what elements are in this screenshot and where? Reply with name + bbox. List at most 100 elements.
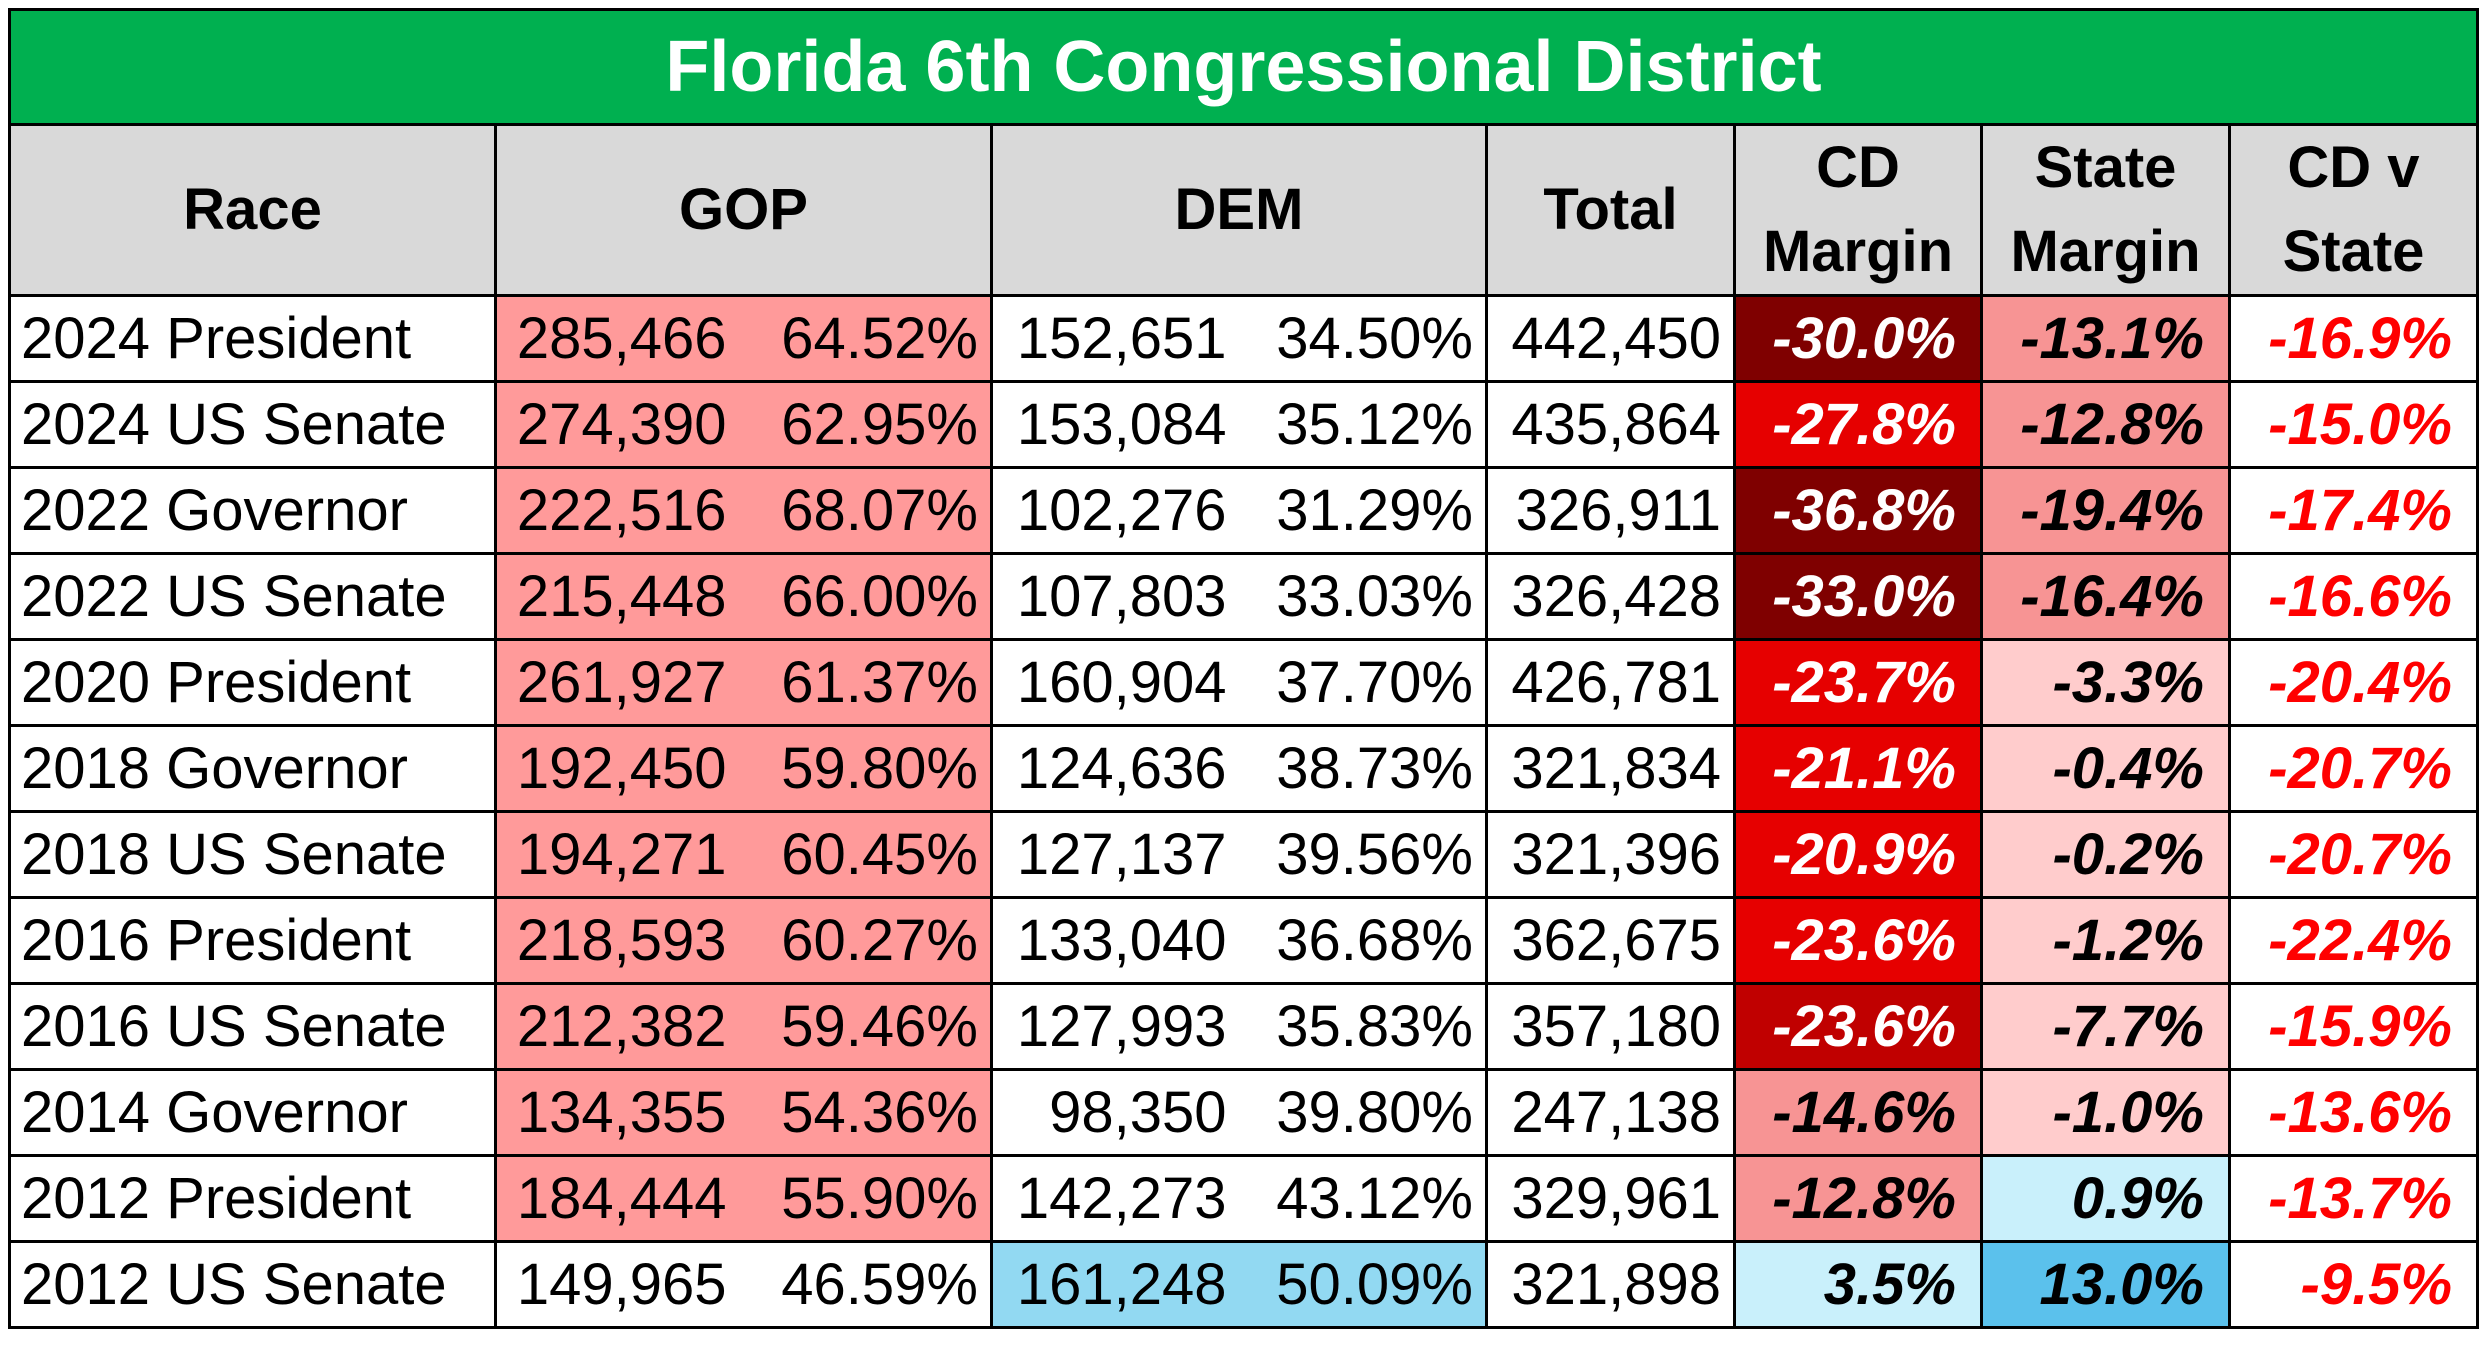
cd-v-state-cell: -20.4% — [2227, 638, 2480, 728]
header-race: Race — [8, 122, 497, 298]
cd-margin-cell: -23.6% — [1733, 896, 1983, 986]
total-cell: 321,396 — [1485, 810, 1736, 900]
total-cell: 326,911 — [1485, 466, 1736, 556]
state-margin-cell: -19.4% — [1980, 466, 2231, 556]
gop-pct-cell: 54.36% — [738, 1068, 993, 1158]
cd-margin-cell: -30.0% — [1733, 294, 1983, 384]
gop-pct-cell: 60.27% — [738, 896, 993, 986]
race-cell: 2014 Governor — [8, 1068, 497, 1158]
gop-votes-cell: 184,444 — [494, 1154, 739, 1244]
table-row: 2014 Governor 134,355 54.36% 98,350 39.80% 24… — [8, 1068, 2480, 1158]
dem-votes-cell: 102,276 — [990, 466, 1239, 556]
table-row: 2018 Governor 192,450 59.80% 124,636 38.73% 3… — [8, 724, 2480, 814]
dem-pct-cell: 33.03% — [1238, 552, 1488, 642]
state-margin-cell: -0.4% — [1980, 724, 2231, 814]
gop-pct-cell: 59.80% — [738, 724, 993, 814]
table-row: 2024 US Senate 274,390 62.95% 153,084 35.12%… — [8, 380, 2480, 470]
race-cell: 2016 US Senate — [8, 982, 497, 1072]
total-cell: 362,675 — [1485, 896, 1736, 986]
cd-margin-cell: -36.8% — [1733, 466, 1983, 556]
cd-v-state-cell: -13.7% — [2227, 1154, 2480, 1244]
header-state-margin-line2: Margin — [2010, 219, 2201, 285]
gop-votes-cell: 261,927 — [494, 638, 739, 728]
table-row: 2018 US Senate 194,271 60.45% 127,137 39.56%… — [8, 810, 2480, 900]
table-row: 2020 President 261,927 61.37% 160,904 37.70%… — [8, 638, 2480, 728]
gop-votes-cell: 285,466 — [494, 294, 739, 384]
gop-votes-cell: 149,965 — [494, 1240, 739, 1330]
dem-votes-cell: 124,636 — [990, 724, 1239, 814]
cd-v-state-cell: -20.7% — [2227, 810, 2480, 900]
dem-pct-cell: 38.73% — [1238, 724, 1488, 814]
state-margin-cell: -12.8% — [1980, 380, 2231, 470]
cd-v-state-cell: -15.0% — [2227, 380, 2480, 470]
cd-margin-cell: -23.7% — [1733, 638, 1983, 728]
table-row: 2016 President 218,593 60.27% 133,040 36.68%… — [8, 896, 2480, 986]
dem-pct-cell: 39.56% — [1238, 810, 1488, 900]
state-margin-cell: 0.9% — [1980, 1154, 2231, 1244]
dem-pct-cell: 35.83% — [1238, 982, 1488, 1072]
total-cell: 326,428 — [1485, 552, 1736, 642]
dem-votes-cell: 153,084 — [990, 380, 1239, 470]
total-cell: 247,138 — [1485, 1068, 1736, 1158]
header-total: Total — [1485, 122, 1736, 298]
race-cell: 2024 President — [8, 294, 497, 384]
dem-pct-cell: 31.29% — [1238, 466, 1488, 556]
header-cd-margin: CD Margin — [1733, 122, 1983, 298]
dem-pct-cell: 35.12% — [1238, 380, 1488, 470]
cd-margin-cell: -23.6% — [1733, 982, 1983, 1072]
cd-v-state-cell: -9.5% — [2227, 1240, 2480, 1330]
total-cell: 357,180 — [1485, 982, 1736, 1072]
cd-v-state-cell: -20.7% — [2227, 724, 2480, 814]
cd-margin-cell: -21.1% — [1733, 724, 1983, 814]
table-row: 2016 US Senate 212,382 59.46% 127,993 35.83%… — [8, 982, 2480, 1072]
dem-pct-cell: 39.80% — [1238, 1068, 1488, 1158]
cd-v-state-cell: -22.4% — [2227, 896, 2480, 986]
race-cell: 2012 President — [8, 1154, 497, 1244]
total-cell: 321,834 — [1485, 724, 1736, 814]
cd-margin-cell: -27.8% — [1733, 380, 1983, 470]
total-cell: 442,450 — [1485, 294, 1736, 384]
table-row: 2022 US Senate 215,448 66.00% 107,803 33.03%… — [8, 552, 2480, 642]
dem-votes-cell: 107,803 — [990, 552, 1239, 642]
header-cd-v-state-line1: CD v — [2287, 135, 2420, 200]
table-row: 2012 President 184,444 55.90% 142,273 43.12%… — [8, 1154, 2480, 1244]
gop-pct-cell: 62.95% — [738, 380, 993, 470]
cd-margin-cell: -20.9% — [1733, 810, 1983, 900]
header-gop: GOP — [494, 122, 993, 298]
race-cell: 2018 Governor — [8, 724, 497, 814]
dem-pct-cell: 36.68% — [1238, 896, 1488, 986]
gop-votes-cell: 134,355 — [494, 1068, 739, 1158]
cd-v-state-cell: -13.6% — [2227, 1068, 2480, 1158]
state-margin-cell: -3.3% — [1980, 638, 2231, 728]
state-margin-cell: -16.4% — [1980, 552, 2231, 642]
dem-votes-cell: 161,248 — [990, 1240, 1239, 1330]
gop-pct-cell: 60.45% — [738, 810, 993, 900]
cd-v-state-cell: -16.9% — [2227, 294, 2480, 384]
header-cd-v-state-line2: State — [2282, 219, 2425, 285]
header-state-margin: State Margin — [1980, 122, 2231, 298]
gop-votes-cell: 215,448 — [494, 552, 739, 642]
gop-votes-cell: 218,593 — [494, 896, 739, 986]
cd-margin-cell: 3.5% — [1733, 1240, 1983, 1330]
header-cd-margin-line2: Margin — [1762, 219, 1954, 285]
gop-pct-cell: 55.90% — [738, 1154, 993, 1244]
state-margin-cell: -0.2% — [1980, 810, 2231, 900]
dem-votes-cell: 127,993 — [990, 982, 1239, 1072]
state-margin-cell: 13.0% — [1980, 1240, 2231, 1330]
dem-pct-cell: 34.50% — [1238, 294, 1488, 384]
total-cell: 321,898 — [1485, 1240, 1736, 1330]
race-cell: 2020 President — [8, 638, 497, 728]
header-dem: DEM — [990, 122, 1488, 298]
race-cell: 2024 US Senate — [8, 380, 497, 470]
results-table-container: Florida 6th Congressional District Race … — [7, 8, 2480, 1330]
table-row: 2024 President 285,466 64.52% 152,651 34.50%… — [8, 294, 2480, 384]
cd-v-state-cell: -15.9% — [2227, 982, 2480, 1072]
gop-votes-cell: 212,382 — [494, 982, 739, 1072]
race-cell: 2022 Governor — [8, 466, 497, 556]
dem-pct-cell: 50.09% — [1238, 1240, 1488, 1330]
gop-votes-cell: 194,271 — [494, 810, 739, 900]
gop-pct-cell: 64.52% — [738, 294, 993, 384]
gop-votes-cell: 192,450 — [494, 724, 739, 814]
gop-pct-cell: 61.37% — [738, 638, 993, 728]
race-cell: 2022 US Senate — [8, 552, 497, 642]
